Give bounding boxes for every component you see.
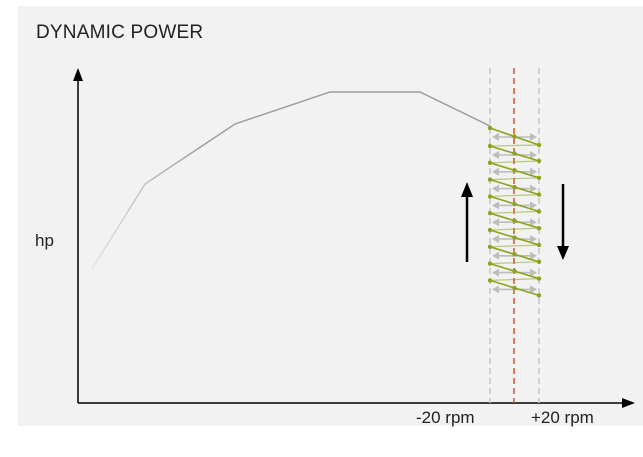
zigzag-point-center <box>512 285 517 291</box>
oscillation-arrowhead-left <box>492 167 499 176</box>
y-axis-label: hp <box>35 231 54 250</box>
zigzag-point-center <box>512 151 517 156</box>
zigzag-point-center <box>512 168 517 173</box>
oscillation-arrowhead-left <box>492 285 499 294</box>
zigzag-point-left <box>487 211 493 216</box>
zigzag-point-center <box>512 134 517 139</box>
oscillation-arrowhead-left <box>492 235 499 243</box>
zigzag-point-left <box>487 244 493 249</box>
zigzag-point-center <box>512 184 517 190</box>
zigzag-point-left <box>487 177 493 182</box>
oscillation-arrowhead-right <box>530 285 537 294</box>
x-axis-arrowhead <box>622 398 635 408</box>
oscillation-arrowhead-left <box>492 184 499 193</box>
zigzag-point-center <box>512 235 517 240</box>
zigzag-return-segment <box>489 261 540 265</box>
zigzag-point-right <box>536 276 542 281</box>
zigzag-point-center <box>512 201 517 207</box>
oscillation-arrowhead-left <box>492 151 499 159</box>
up-arrow <box>461 182 473 262</box>
zigzag-point-right <box>536 293 542 298</box>
zigzag-point-left <box>487 227 493 233</box>
oscillation-arrowhead-right <box>530 235 537 243</box>
zigzag-point-left <box>487 125 493 131</box>
oscillation-arrowhead-right <box>530 268 537 277</box>
power-curve <box>91 91 491 270</box>
diagram-title: DYNAMIC POWER <box>36 22 204 43</box>
zigzag-return-segment <box>489 177 540 181</box>
zigzag-point-left <box>487 278 493 283</box>
oscillation-arrowhead-right <box>530 184 537 193</box>
zigzag-point-left <box>487 194 493 199</box>
zigzag-return-segment <box>489 160 540 164</box>
y-axis-arrowhead <box>73 68 83 81</box>
zigzag-return-segment <box>489 244 540 248</box>
zigzag-point-center <box>512 218 517 223</box>
zigzag-return-segment <box>489 194 540 197</box>
zigzag-point-left <box>487 261 493 266</box>
zigzag-point-left <box>487 143 493 149</box>
oscillation-arrowhead-left <box>492 251 499 260</box>
oscillation-arrowhead-left <box>492 268 499 277</box>
oscillation-arrowhead-left <box>492 218 499 227</box>
zigzag-point-center <box>512 252 517 257</box>
oscillation-arrowhead-right <box>530 201 537 210</box>
diagram-panel <box>18 6 643 426</box>
zigzag-return-segment <box>489 278 540 281</box>
plus-20-rpm-label: +20 rpm <box>531 408 594 427</box>
oscillation-arrowhead-left <box>492 201 499 210</box>
oscillation-arrowhead-right <box>530 167 537 176</box>
zigzag-point-center <box>512 268 517 274</box>
zigzag-point-left <box>487 160 493 165</box>
zigzag-return-segment <box>489 144 540 147</box>
down-arrow <box>557 184 569 260</box>
zigzag-return-segment <box>489 210 540 214</box>
oscillation-arrowhead-left <box>492 133 499 141</box>
oscillation-arrowhead-right <box>530 218 537 227</box>
minus-20-rpm-label: -20 rpm <box>416 408 475 427</box>
oscillation-arrowhead-right <box>530 251 537 260</box>
oscillation-arrowhead-right <box>530 133 537 141</box>
oscillation-group <box>487 125 542 298</box>
zigzag-return-segment <box>489 227 540 231</box>
axes <box>73 68 635 408</box>
oscillation-arrowhead-right <box>530 151 537 159</box>
